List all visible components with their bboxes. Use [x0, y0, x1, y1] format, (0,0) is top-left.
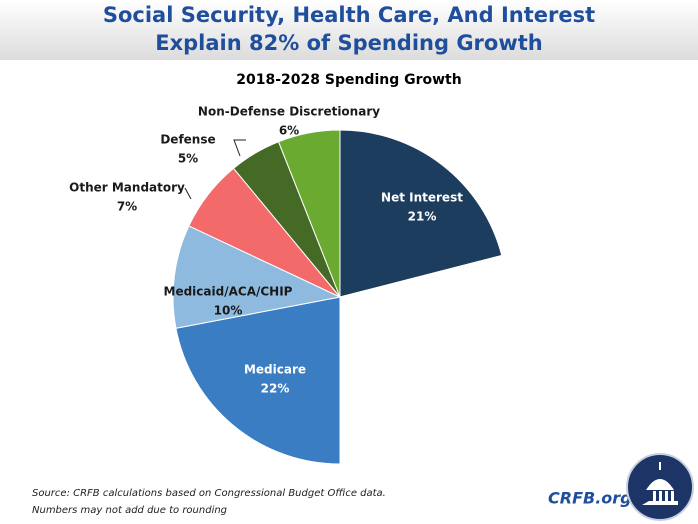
brand: CRFB.org [548, 489, 632, 508]
slice-label: Medicare [244, 363, 306, 377]
title-line: Social Security, Health Care, And Intere… [103, 3, 595, 27]
slice-label: Other Mandatory [69, 181, 185, 195]
title-line: Explain 82% of Spending Growth [155, 31, 543, 55]
chart-title: 2018-2028 Spending Growth [236, 72, 461, 88]
slice [339, 254, 508, 465]
leader-line [233, 139, 246, 157]
slice [172, 225, 342, 329]
value-label: 10% [214, 304, 243, 318]
header-band [0, 0, 698, 60]
slice-label: Medicaid/ACA/CHIP [164, 285, 293, 299]
slice-label: Net Interest [381, 191, 463, 205]
source: Source: CRFB calculations based on Congr… [32, 488, 386, 499]
slice [175, 296, 341, 465]
logo [626, 453, 694, 521]
value-label: 21% [408, 210, 437, 224]
slice-label: Non-Defense Discretionary [198, 105, 380, 119]
note: Numbers may not add due to rounding [32, 505, 227, 516]
value-label: 7% [117, 200, 137, 214]
slice [339, 129, 503, 298]
leader-line [184, 187, 192, 200]
slice-label: Defense [160, 133, 215, 147]
value-label: 6% [279, 124, 299, 138]
slice [277, 129, 341, 298]
value-label: 5% [178, 152, 198, 166]
value-label: 22% [261, 382, 290, 396]
